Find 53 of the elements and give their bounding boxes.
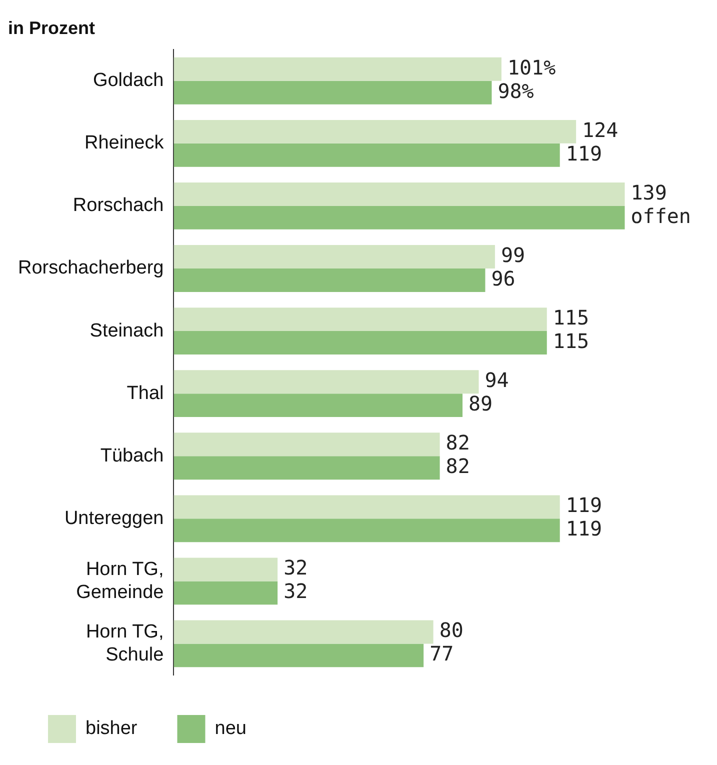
- legend-label: neu: [214, 718, 246, 740]
- data-label: 99: [500, 242, 526, 267]
- y-tick-label: Rorschacherberg: [18, 258, 164, 279]
- data-label: 77: [430, 642, 454, 666]
- data-label: 119: [566, 141, 602, 166]
- bar: [174, 495, 560, 519]
- y-tick-label: Steinach: [90, 320, 164, 342]
- data-label: 89: [468, 392, 493, 416]
- y-tick-label: Thal: [126, 382, 164, 404]
- data-label: 115: [552, 328, 590, 353]
- data-label: 139: [630, 180, 667, 204]
- y-tick-label: Horn TG, Gemeinde: [76, 559, 164, 603]
- bar: [174, 268, 486, 292]
- bar: [174, 518, 560, 542]
- bar: [174, 432, 440, 456]
- data-label: 32: [284, 579, 308, 604]
- data-label: 115: [552, 306, 590, 330]
- legend-label: bisher: [86, 718, 138, 740]
- data-label: 119: [566, 516, 602, 541]
- bar: [174, 620, 434, 644]
- y-tick-label: Rorschach: [72, 195, 164, 216]
- y-tick-label: Rheineck: [84, 132, 164, 154]
- bar: [174, 644, 424, 668]
- bar: [174, 370, 479, 394]
- data-label: 119: [566, 493, 602, 518]
- bar: [174, 456, 440, 480]
- bar: [174, 206, 625, 230]
- data-label: 82: [446, 430, 470, 455]
- y-tick-label: Goldach: [92, 70, 164, 92]
- data-label: 80: [439, 618, 464, 642]
- bar: [174, 331, 547, 354]
- bar: [174, 57, 502, 81]
- chart-title: in Prozent: [8, 18, 96, 38]
- data-label: 32: [284, 556, 308, 580]
- data-label: 98%: [498, 78, 534, 103]
- bar: [174, 308, 547, 332]
- data-label: 94: [484, 368, 509, 392]
- bar: [174, 581, 278, 605]
- data-label: 101%: [507, 55, 556, 80]
- y-tick-label: Untereggen: [64, 508, 164, 529]
- bar: [174, 394, 463, 418]
- data-label: 124: [582, 118, 618, 142]
- bar: [174, 80, 492, 104]
- data-label: offen: [630, 204, 691, 228]
- data-label: 96: [491, 266, 516, 290]
- bar: [174, 143, 560, 167]
- bar: [174, 245, 495, 268]
- y-tick-label: Tübach: [100, 445, 164, 466]
- data-label: 82: [446, 454, 470, 478]
- y-tick-label: Horn TG, Schule: [86, 622, 164, 666]
- bar: [174, 558, 278, 582]
- bar: [174, 120, 576, 144]
- bar: [174, 182, 625, 206]
